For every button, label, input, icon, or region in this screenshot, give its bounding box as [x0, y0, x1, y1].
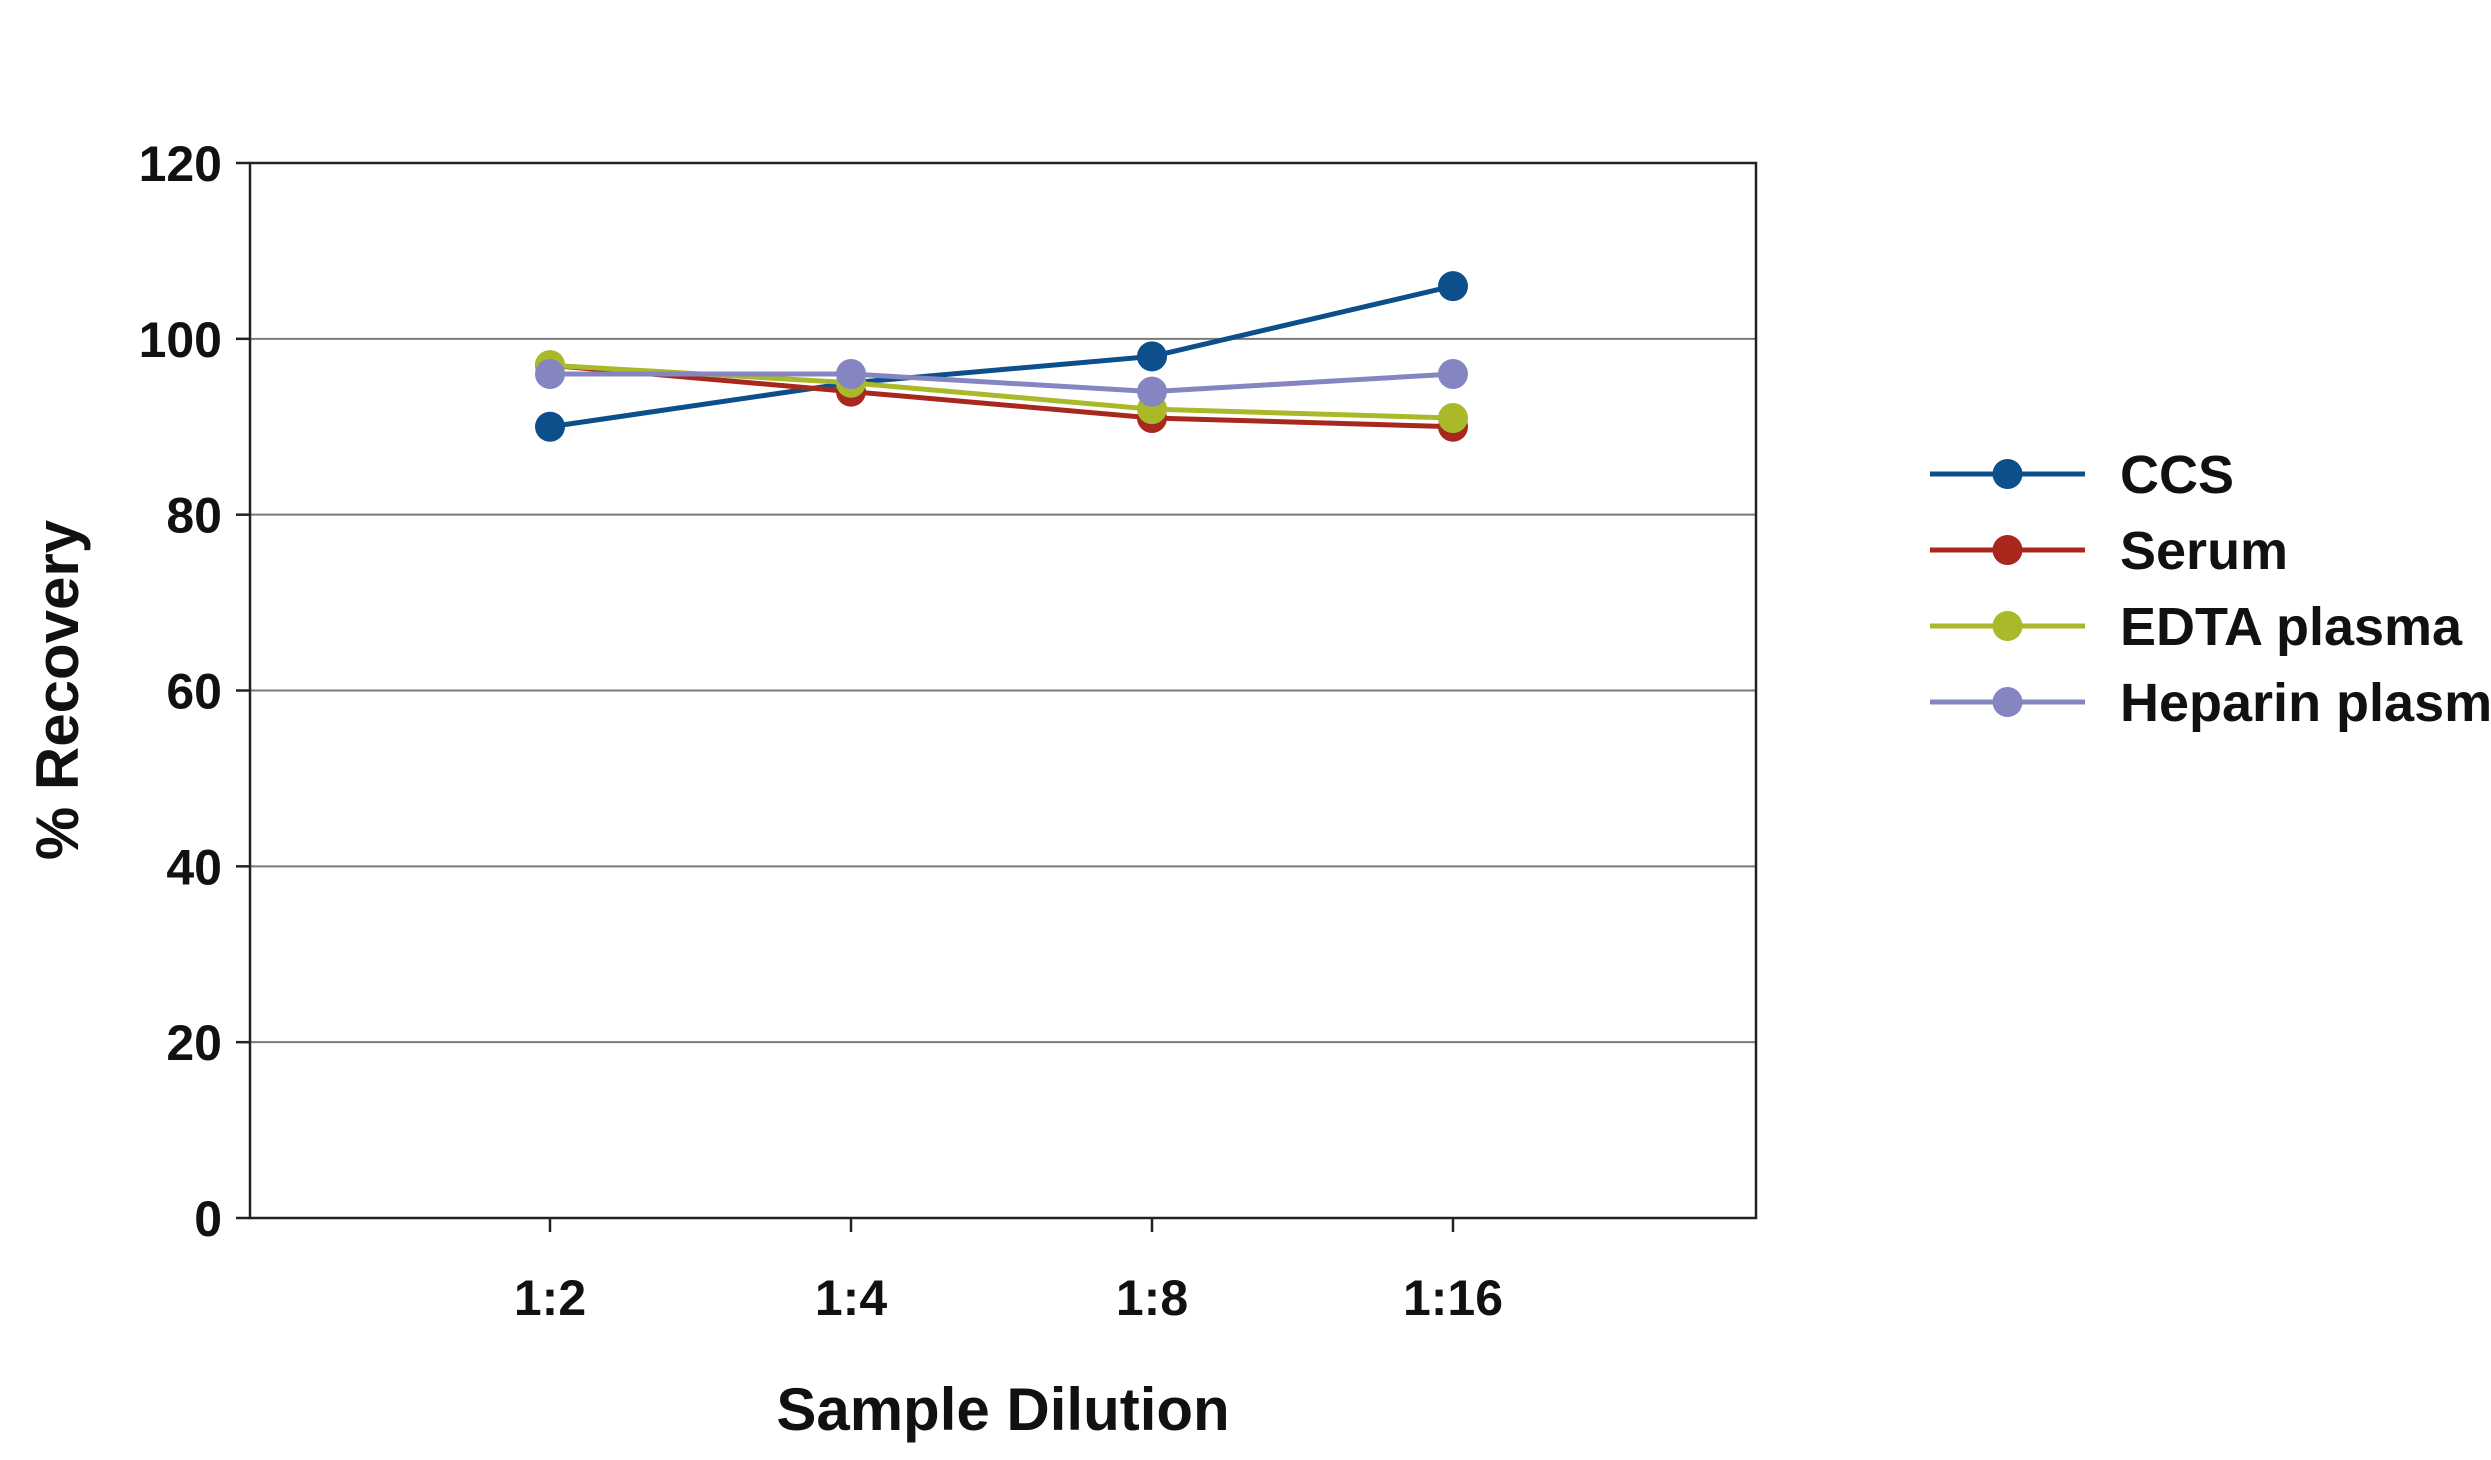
x-axis-label: Sample Dilution — [776, 1376, 1229, 1443]
legend-marker — [1992, 611, 2023, 641]
data-point — [1438, 271, 1468, 302]
y-tick-label: 40 — [166, 839, 222, 895]
legend-marker — [1992, 459, 2023, 489]
y-tick-label: 0 — [194, 1191, 222, 1247]
legend-label: CCS — [2120, 445, 2234, 505]
x-tick-label: 1:2 — [514, 1270, 586, 1326]
legend-label: Serum — [2120, 521, 2288, 581]
x-tick-label: 1:16 — [1403, 1270, 1503, 1326]
x-tick-label: 1:4 — [815, 1270, 887, 1326]
gridlines — [250, 337, 1756, 1044]
legend-label: Heparin plasma — [2120, 673, 2491, 733]
legend-item: Serum — [1930, 521, 2288, 581]
series-line — [549, 362, 1454, 430]
series-line — [549, 283, 1454, 430]
y-tick-label: 100 — [139, 312, 222, 368]
legend-label: EDTA plasma — [2120, 597, 2463, 657]
data-point — [836, 359, 866, 389]
x-tick-label: 1:8 — [1116, 1270, 1188, 1326]
legend-item: Heparin plasma — [1930, 673, 2491, 733]
series-lines — [535, 271, 1468, 442]
legend-item: EDTA plasma — [1930, 597, 2463, 657]
data-point — [1438, 402, 1468, 433]
legend-marker — [1992, 535, 2023, 565]
legend: CCS Serum EDTA plasma Heparin plasma — [1930, 445, 2491, 733]
data-point — [1137, 341, 1167, 372]
y-tick-label: 80 — [166, 488, 222, 544]
data-point — [535, 411, 565, 442]
axes: 0 20 40 60 80 100 120 1:2 1:4 1:8 1:16 — [139, 136, 1503, 1326]
data-point — [1438, 359, 1468, 389]
legend-marker — [1992, 687, 2023, 717]
series-line — [550, 371, 1454, 395]
y-tick-label: 60 — [166, 664, 222, 720]
y-axis-label: % Recovery — [24, 519, 91, 860]
legend-item: CCS — [1930, 445, 2234, 505]
data-point — [535, 359, 565, 389]
data-point — [1137, 376, 1167, 407]
y-tick-label: 120 — [139, 136, 222, 192]
series-heparin-plasma — [535, 359, 1468, 407]
y-tick-label: 20 — [166, 1015, 222, 1071]
